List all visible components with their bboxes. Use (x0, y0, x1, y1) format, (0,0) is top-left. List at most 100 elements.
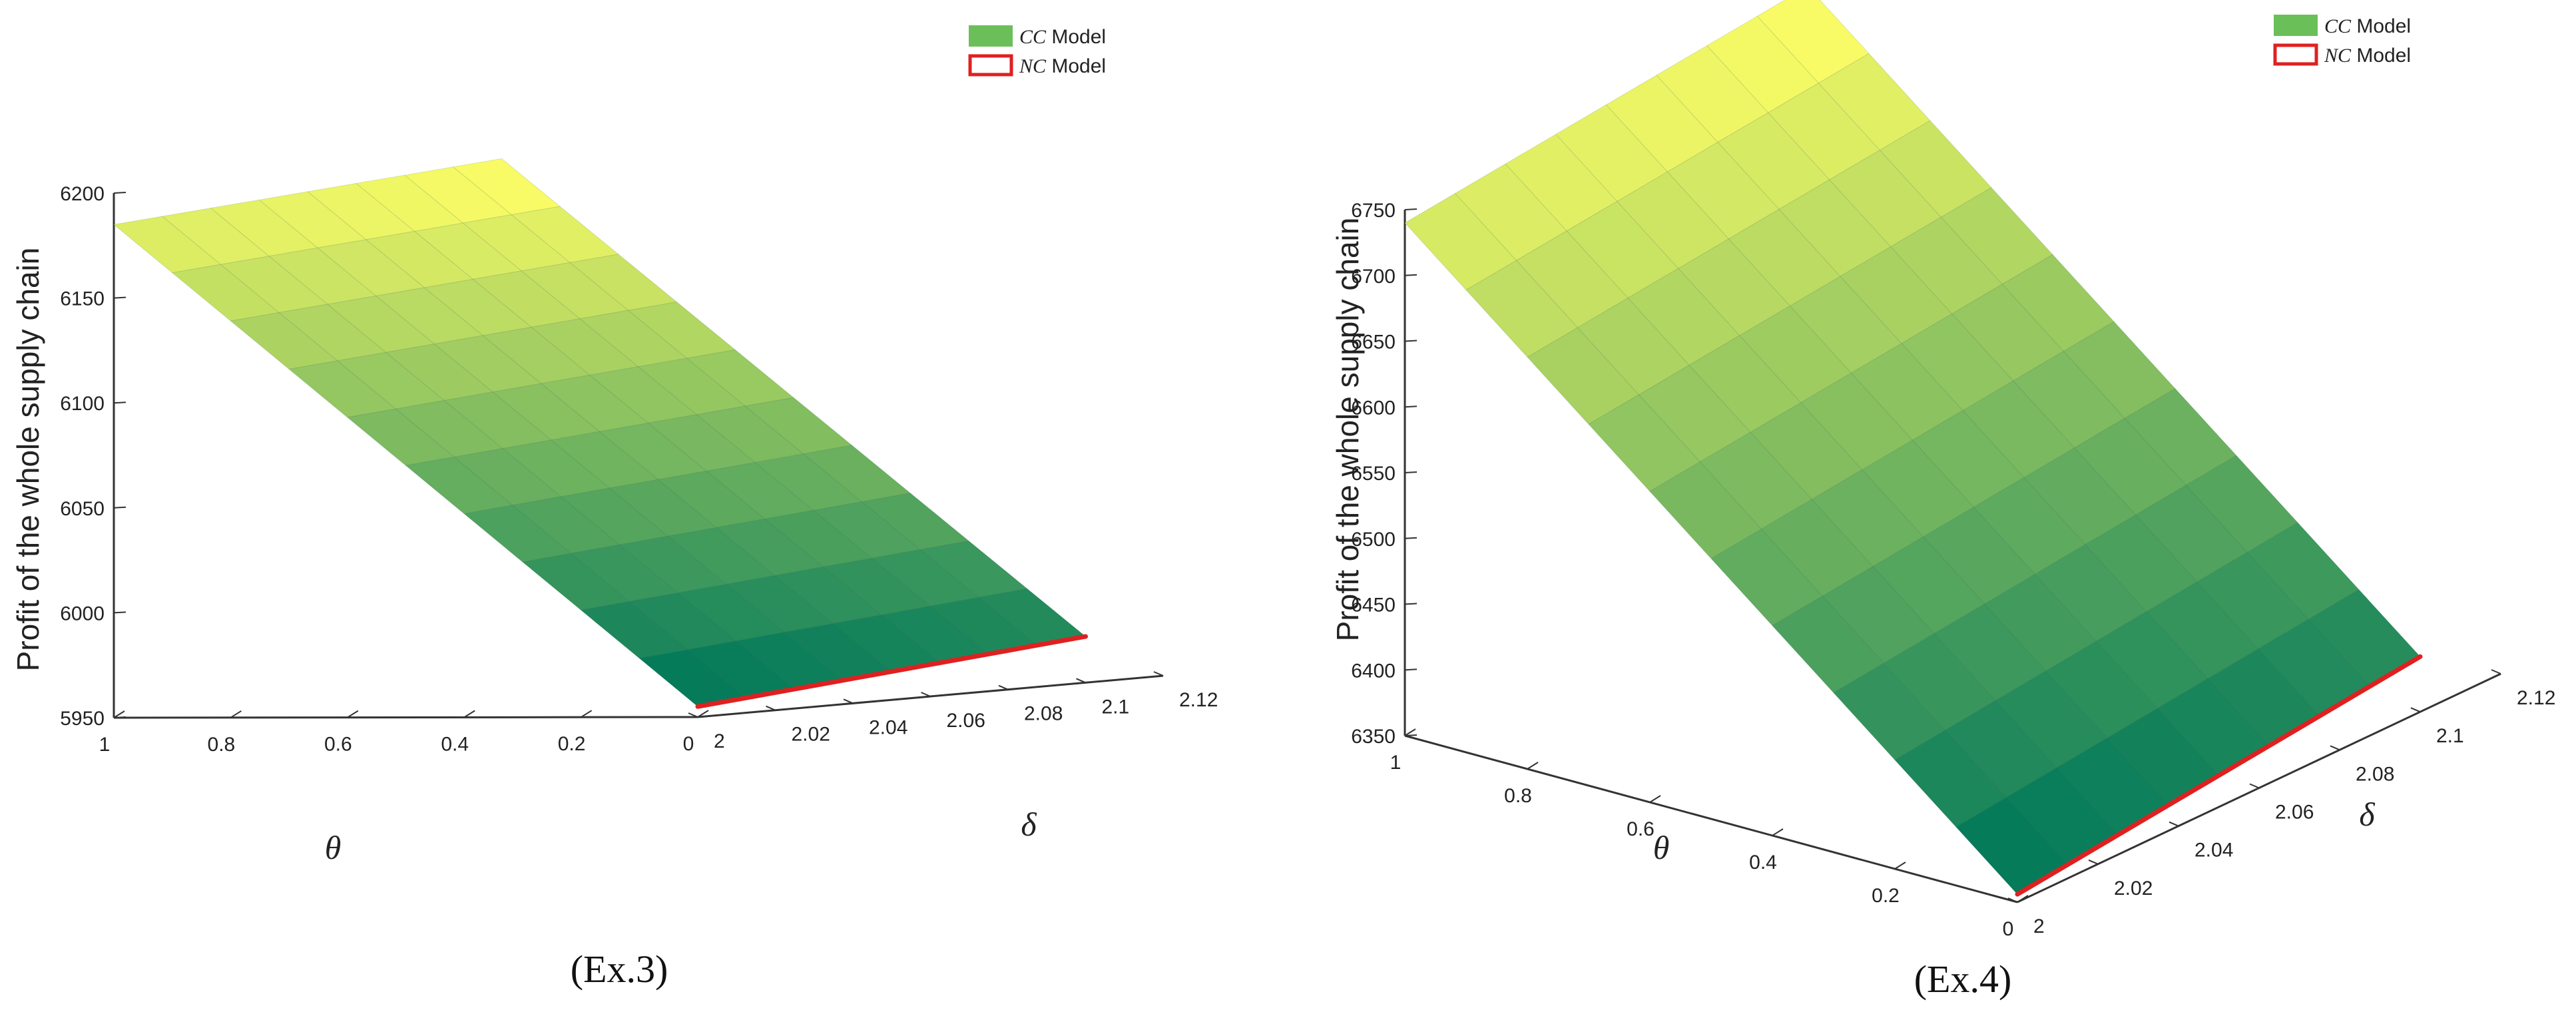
theta-tick-label: 0 (683, 733, 694, 755)
z-tick-label: 6650 (1351, 332, 1396, 354)
z-tick-label: 6450 (1351, 595, 1396, 617)
delta-tick-label: 2.04 (2194, 840, 2233, 862)
theta-tick-mark (1649, 795, 1661, 803)
delta-axis-title: δ (1021, 806, 1037, 843)
legend-label: NC Model (1019, 55, 1106, 77)
theta-axis-title: θ (1653, 829, 1670, 866)
theta-tick-mark (1894, 862, 1906, 870)
theta-tick-mark (1772, 828, 1784, 836)
z-tick-label: 6700 (1351, 266, 1396, 288)
delta-tick-label: 2.1 (1102, 696, 1130, 718)
theta-tick-mark (2017, 895, 2029, 903)
z-tick-label: 6050 (60, 498, 105, 520)
legend-symbol: CC (1019, 26, 1047, 48)
legend-symbol: CC (2324, 15, 2352, 37)
delta-tick-mark (2169, 821, 2179, 827)
delta-tick-label: 2.08 (2356, 763, 2394, 785)
legend-text: Model (1046, 26, 1106, 48)
z-tick-mark (113, 506, 127, 509)
legend-text: Model (2351, 45, 2411, 67)
theta-tick-mark (463, 710, 475, 718)
z-tick-mark (113, 192, 127, 194)
legend-swatch-nc (968, 54, 1013, 77)
theta-tick-mark (113, 710, 125, 718)
delta-tick-label: 2.06 (947, 710, 985, 732)
delta-tick-mark (1153, 671, 1164, 676)
theta-tick-label: 1 (1390, 752, 1402, 774)
theta-tick-label: 1 (99, 734, 111, 756)
z-axis-title: Profit of the whole supply chain (11, 248, 45, 672)
delta-tick-label: 2.08 (1024, 703, 1063, 725)
z-tick-mark (1404, 471, 1417, 473)
panel-caption: (Ex.4) (1914, 957, 2012, 1001)
z-tick-mark (1404, 734, 1417, 736)
theta-tick-mark (1527, 762, 1539, 770)
delta-tick-label: 2 (714, 730, 725, 752)
chart-ex4: 6350 6400 6450 6500 6550 6600 6650 6700 6750 1 0.8… (1330, 0, 2555, 1001)
z-tick-label: 6500 (1351, 529, 1396, 551)
theta-axis-line (113, 716, 698, 719)
delta-tick-mark (998, 684, 1009, 690)
delta-tick-label: 2.02 (2114, 878, 2153, 899)
legend-swatch-nc (2273, 43, 2318, 66)
theta-axis-line (1404, 734, 2018, 903)
delta-tick-mark (2410, 707, 2421, 713)
delta-tick-label: 2.1 (2436, 725, 2464, 747)
delta-tick-mark (2330, 745, 2340, 751)
z-tick-mark (1404, 340, 1417, 342)
theta-tick-mark (230, 710, 242, 718)
theta-tick-label: 0.6 (1627, 818, 1655, 840)
theta-axis-title: θ (325, 829, 342, 866)
legend-label: NC Model (2324, 45, 2411, 67)
delta-tick-mark (2007, 897, 2018, 903)
z-tick-mark (1404, 208, 1417, 210)
legend-swatch-cc (2274, 15, 2318, 36)
delta-tick-mark (843, 698, 854, 704)
legend-symbol: NC (2324, 45, 2352, 67)
z-tick-label: 6150 (60, 288, 105, 310)
delta-tick-label: 2.12 (2517, 687, 2555, 709)
theta-tick-label: 0.6 (324, 734, 352, 756)
z-tick-label: 6400 (1351, 660, 1396, 682)
z-tick-label: 6000 (60, 603, 105, 625)
legend-label: CC Model (2324, 15, 2411, 37)
delta-tick-label: 2.06 (2275, 802, 2314, 824)
z-tick-label: 5950 (60, 708, 105, 730)
delta-tick-label: 2 (2033, 915, 2045, 937)
theta-tick-label: 0.2 (558, 733, 586, 755)
theta-tick-label: 0.8 (1504, 785, 1532, 807)
delta-axis-title: δ (2359, 796, 2375, 833)
theta-tick-label: 0.2 (1872, 885, 1900, 907)
delta-tick-mark (2088, 859, 2099, 865)
delta-tick-mark (921, 692, 931, 697)
panel-caption: (Ex.3) (571, 947, 668, 991)
z-tick-label: 6100 (60, 393, 105, 415)
delta-tick-label: 2.02 (792, 724, 830, 746)
theta-tick-mark (581, 710, 593, 718)
z-tick-mark (1404, 405, 1417, 408)
z-tick-label: 6750 (1351, 200, 1396, 222)
z-tick-label: 6350 (1351, 726, 1396, 748)
legend-text: Model (1046, 55, 1106, 77)
nc-model-line (2015, 654, 2423, 897)
cc-surface (1404, 0, 2421, 895)
z-tick-mark (1404, 668, 1417, 671)
z-axis-title: Profit of the whole supply chain (1330, 218, 1365, 642)
z-tick-label: 6600 (1351, 397, 1396, 419)
z-tick-mark (113, 401, 127, 404)
theta-tick-label: 0.4 (1749, 852, 1777, 874)
z-tick-mark (1404, 603, 1417, 605)
z-tick-mark (113, 716, 127, 718)
legend-symbol: NC (1019, 55, 1047, 77)
z-tick-mark (1404, 274, 1417, 276)
theta-tick-label: 0.8 (208, 734, 236, 756)
z-tick-label: 6200 (60, 183, 105, 205)
theta-tick-label: 0.4 (441, 733, 469, 755)
legend-text: Model (2351, 15, 2411, 37)
delta-tick-mark (2491, 669, 2501, 674)
delta-tick-label: 2.04 (869, 716, 907, 738)
delta-tick-mark (766, 705, 776, 711)
